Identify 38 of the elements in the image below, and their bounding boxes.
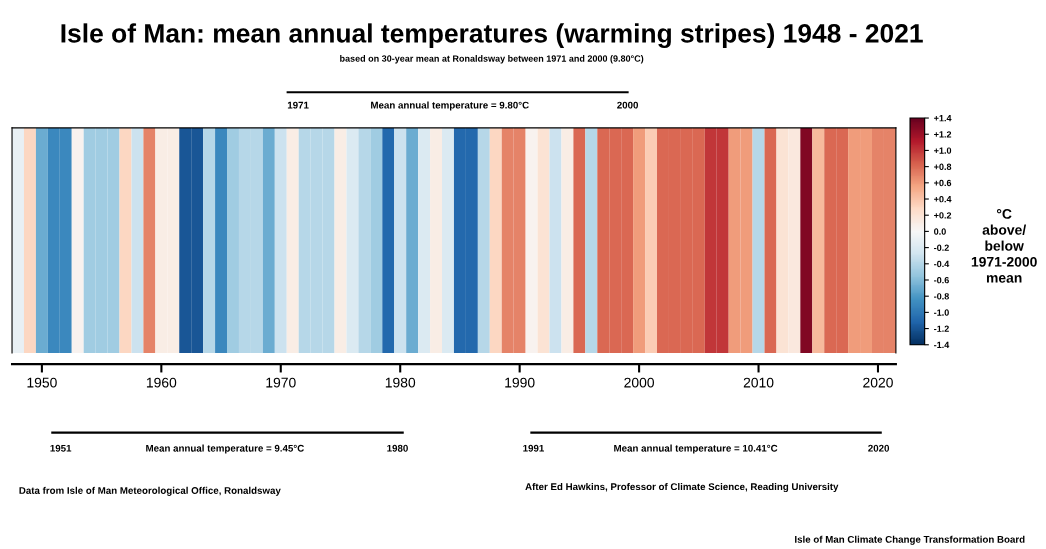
color-bar-title: °C above/ below 1971-2000 mean [971,209,1037,283]
color-bar-label: -1.0 [934,309,949,316]
color-bar-label: -1.4 [934,341,950,349]
x-tick-label: 1960 [146,377,177,388]
color-bar-label: -1.2 [934,325,949,332]
text: After Ed Hawkins, Professor of Climate Science, Reading University [525,482,839,493]
color-bar-label: +1.2 [934,131,952,138]
color-bar-label: -0.2 [934,244,949,251]
text: Mean annual temperature = 9.45°C [146,444,304,454]
color-bar-label: -0.4 [934,260,950,268]
text: Isle of Man Climate Change Transformation Board [795,535,1025,545]
x-tick-label: 1990 [505,377,535,388]
text: 1951 [50,444,72,452]
color-bar-label: +1.4 [934,115,952,122]
color-bar-label: +0.6 [934,179,952,187]
text: Mean annual temperature = 10.41°C [614,444,778,454]
color-bar-label: 0.0 [934,228,946,235]
text: 1991 [523,444,544,452]
text: 2020 [868,444,890,452]
color-bar-label: -0.6 [934,276,949,284]
text: Mean annual temperature = 9.80°C [371,101,529,111]
x-tick-label: 2000 [624,377,655,388]
x-tick-label: 2010 [743,377,774,388]
x-tick-label: 2020 [863,377,893,388]
color-bar-label: +1.0 [934,147,952,154]
text: 2000 [617,101,639,109]
color-bar-label: +0.4 [934,195,952,203]
text: Data from Isle of Man Meteorological Office, Ronaldsway [19,486,281,496]
x-tick-label: 1980 [385,377,416,388]
text: 1971 [287,101,309,109]
text: 1980 [387,444,408,452]
x-tick-label: 1950 [27,377,57,388]
chart-title: Isle of Man: mean annual temperatures (warming stripes) 1948 - 2021 [61,23,923,49]
x-tick-label: 1970 [266,377,296,388]
color-bar-label: +0.2 [934,212,952,219]
chart-subtitle: based on 30-year mean at Ronaldsway between 1971 and 2000 (9.80°C) [340,55,644,64]
color-bar-label: +0.8 [934,163,952,170]
color-bar-label: -0.8 [934,293,949,300]
